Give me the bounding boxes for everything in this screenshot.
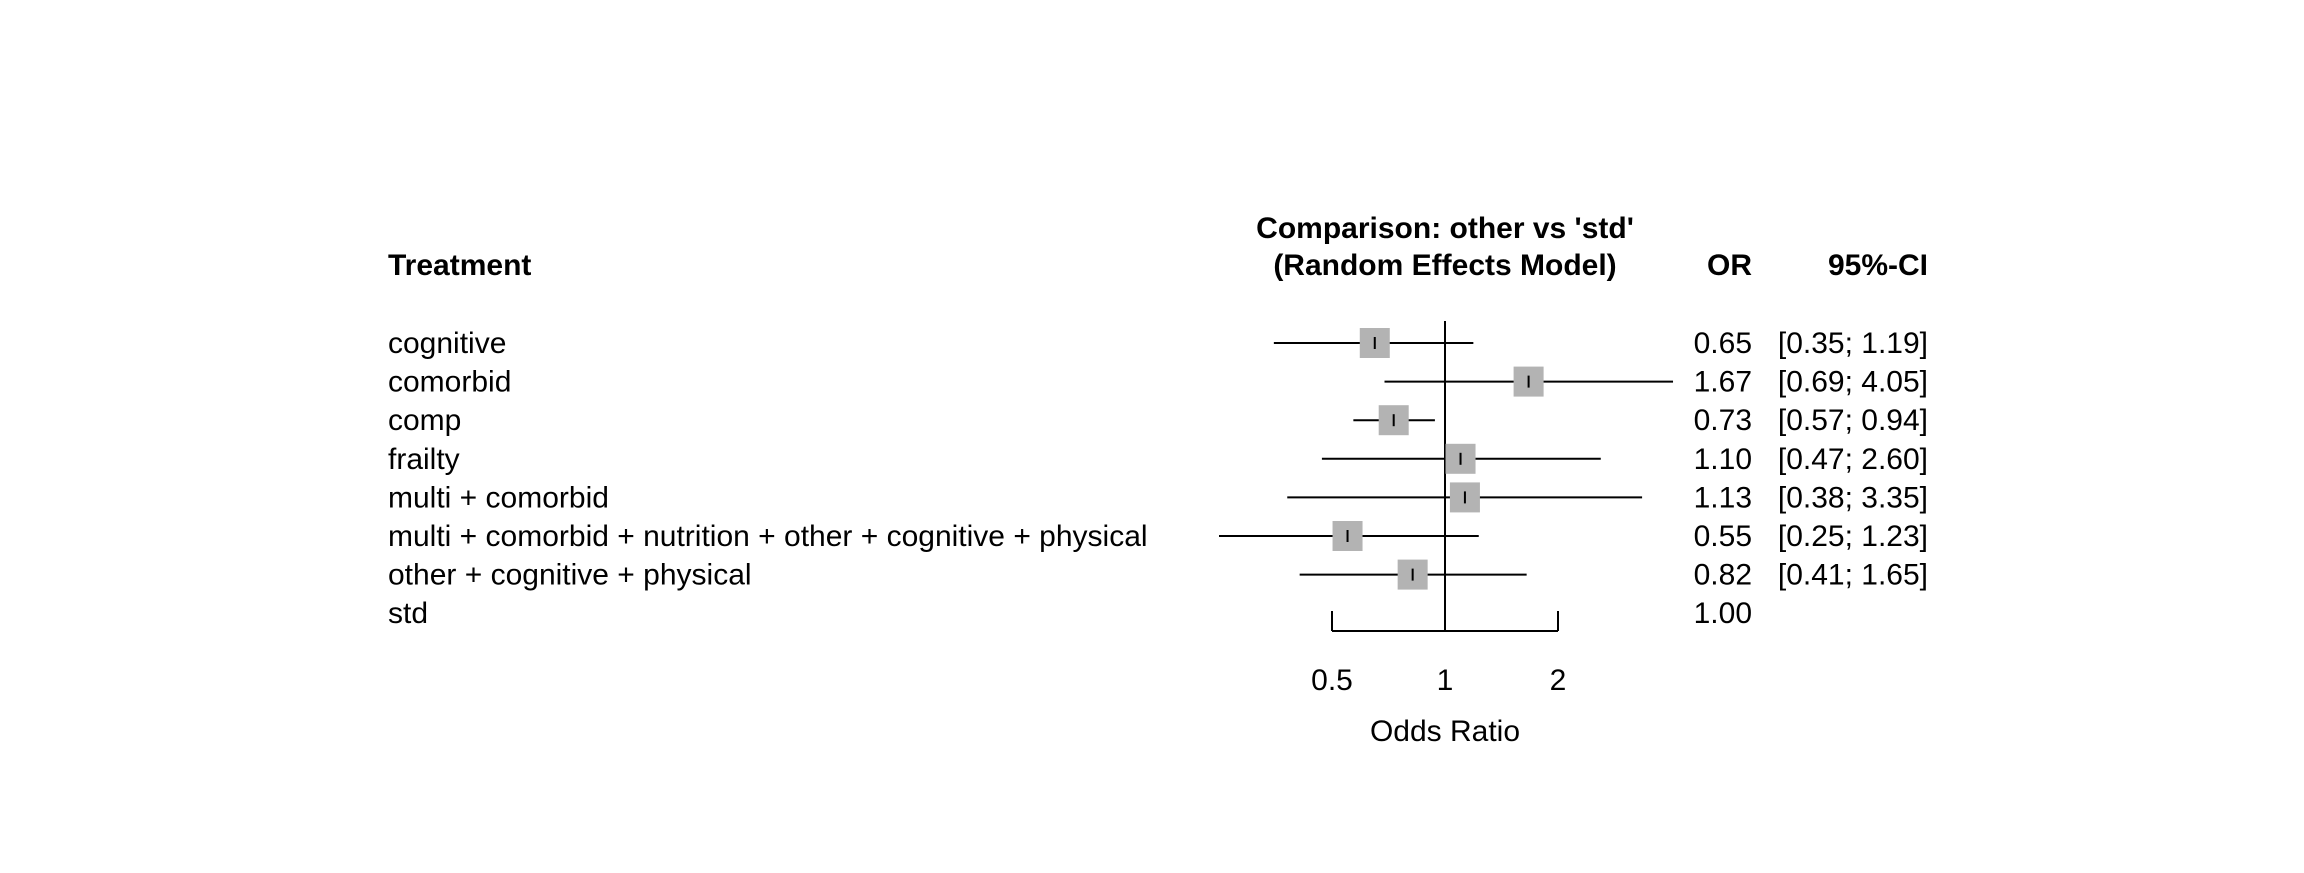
ci-value: [0.57; 0.94] (1778, 404, 1928, 437)
ci-value: [0.69; 4.05] (1778, 366, 1928, 399)
row-label: std (388, 597, 428, 630)
or-value: 0.73 (1694, 404, 1752, 437)
or-value: 0.55 (1694, 520, 1752, 553)
or-value: 1.67 (1694, 366, 1752, 399)
ci-value: [0.25; 1.23] (1778, 520, 1928, 553)
ci-value: [0.35; 1.19] (1778, 327, 1928, 360)
or-header: OR (1707, 249, 1752, 282)
plot-title-line2: (Random Effects Model) (1273, 249, 1616, 282)
or-value: 0.65 (1694, 327, 1752, 360)
plot-title-line1: Comparison: other vs 'std' (1256, 212, 1634, 245)
row-label: frailty (388, 443, 460, 476)
or-value: 1.13 (1694, 481, 1752, 514)
x-tick-label: 1 (1437, 664, 1454, 697)
row-label: comorbid (388, 366, 511, 399)
row-label: multi + comorbid + nutrition + other + c… (388, 520, 1148, 553)
ci-header: 95%-CI (1828, 249, 1928, 282)
row-label: comp (388, 404, 461, 437)
ci-value: [0.47; 2.60] (1778, 443, 1928, 476)
x-tick-label: 0.5 (1311, 664, 1353, 697)
ci-value: [0.38; 3.35] (1778, 481, 1928, 514)
row-label: cognitive (388, 327, 506, 360)
or-value: 1.00 (1694, 597, 1752, 630)
row-label: multi + comorbid (388, 481, 609, 514)
or-value: 0.82 (1694, 559, 1752, 592)
row-label: other + cognitive + physical (388, 559, 752, 592)
or-value: 1.10 (1694, 443, 1752, 476)
ci-value: [0.41; 1.65] (1778, 559, 1928, 592)
treatment-header: Treatment (388, 249, 531, 282)
x-axis-label: Odds Ratio (1370, 715, 1520, 748)
x-tick-label: 2 (1550, 664, 1567, 697)
